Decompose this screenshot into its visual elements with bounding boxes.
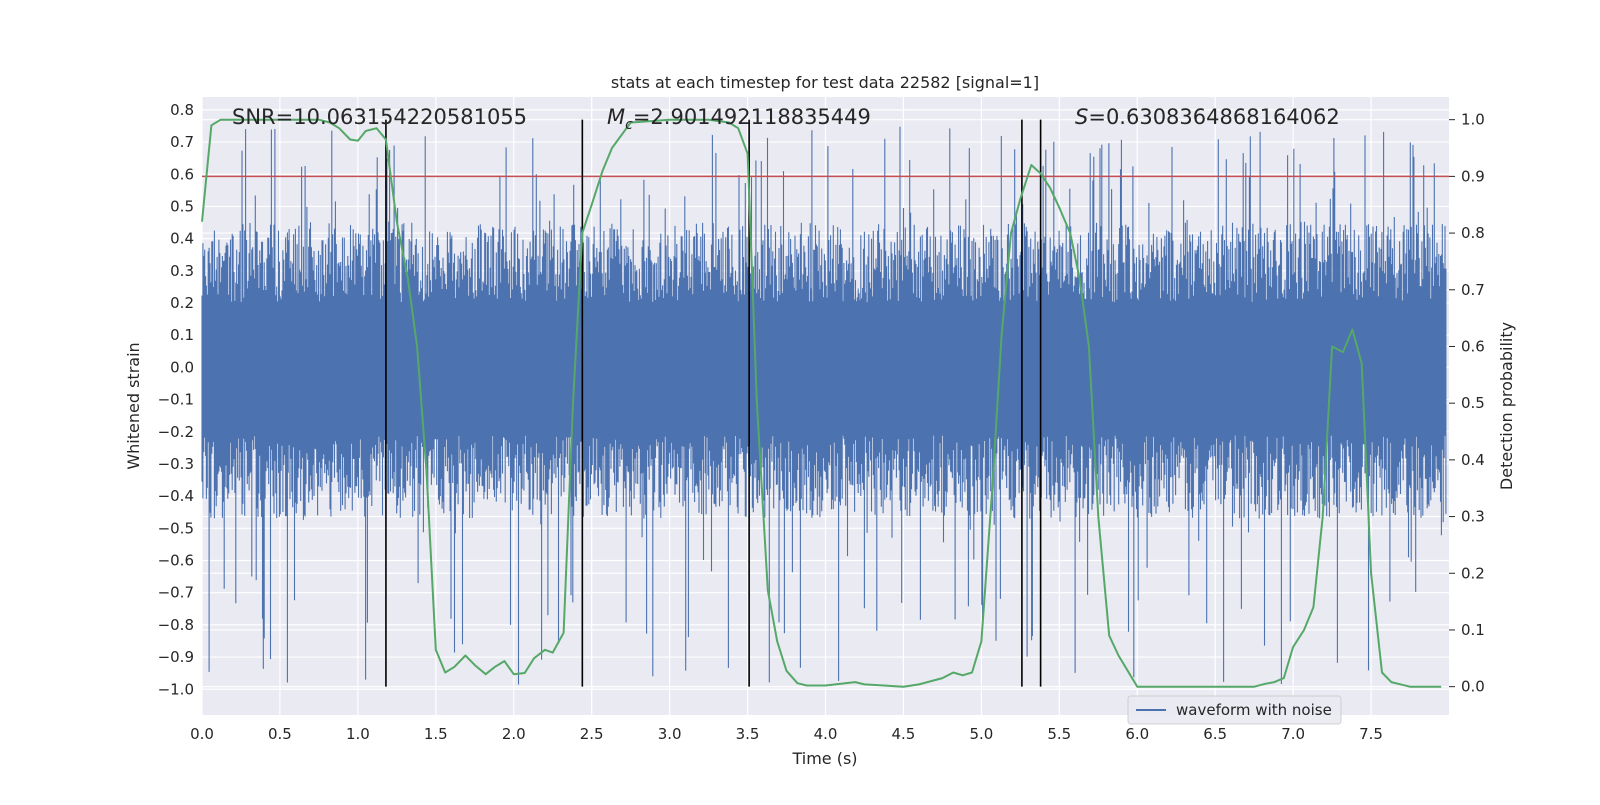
- s-symbol: S: [1075, 105, 1088, 129]
- y-left-tick-label: 0.8: [170, 101, 194, 119]
- y-left-tick-label: 0.5: [170, 197, 194, 215]
- snr-annotation: SNR=10.063154220581055: [232, 105, 527, 129]
- x-tick-label: 0.0: [190, 725, 214, 743]
- y-left-tick-label: −1.0: [158, 680, 194, 698]
- y-left-tick-label: −0.3: [158, 455, 194, 473]
- x-axis-ticks: 0.0 0.5 1.0 1.5 2.0 2.5 3.0 3.5 4.0 4.5 5.0 5.5 6.0 6…: [190, 725, 1383, 743]
- y-left-tick-label: −0.4: [158, 487, 194, 505]
- y-left-tick-label: 0.1: [170, 326, 194, 344]
- x-tick-label: 6.5: [1203, 725, 1227, 743]
- x-tick-label: 6.0: [1125, 725, 1149, 743]
- x-axis-label: Time (s): [791, 749, 857, 768]
- legend-box: [1127, 695, 1342, 725]
- y-left-tick-label: 0.7: [170, 133, 194, 151]
- y-left-tick-label: −0.2: [158, 423, 194, 441]
- y-left-tick-label: 0.3: [170, 262, 194, 280]
- waveform-series: [201, 126, 1447, 685]
- probability-series: [201, 118, 1442, 688]
- x-tick-label: 3.0: [658, 725, 682, 743]
- y-left-tick-label: −0.8: [158, 616, 194, 634]
- chirp-mass-symbol: M: [607, 105, 625, 129]
- y-left-tick-label: 0.0: [170, 358, 194, 376]
- x-tick-label: 3.5: [736, 725, 760, 743]
- y-right-tick-label: 1.0: [1461, 111, 1485, 129]
- left-axis-ticks: 0.8 0.7 0.6 0.5 0.4 0.3 0.2 0.1 0.0 −0.1 −0.2 −0.3 −…: [158, 101, 194, 698]
- legend-label: waveform with noise: [1176, 701, 1332, 719]
- x-tick-label: 7.0: [1281, 725, 1305, 743]
- chirp-mass-value: =2.901492118835449: [633, 105, 871, 129]
- x-tick-label: 2.0: [502, 725, 526, 743]
- right-axis-label: Detection probability: [1497, 322, 1516, 490]
- y-right-tick-label: 0.7: [1461, 281, 1485, 299]
- y-left-tick-label: −0.1: [158, 391, 194, 409]
- x-tick-label: 2.5: [580, 725, 604, 743]
- x-tick-label: 4.5: [892, 725, 916, 743]
- y-left-tick-label: 0.2: [170, 294, 194, 312]
- right-axis-ticks: 1.0 0.9 0.8 0.7 0.6 0.5 0.4 0.3 0.2 0.1 0.0: [1449, 111, 1485, 696]
- y-left-tick-label: −0.7: [158, 584, 194, 602]
- y-right-tick-label: 0.8: [1461, 224, 1485, 242]
- y-right-tick-label: 0.9: [1461, 167, 1485, 185]
- y-right-tick-label: 0.4: [1461, 451, 1485, 469]
- chirp-mass-annotation: Mc=2.901492118835449: [607, 105, 871, 133]
- left-axis-label: Whitened strain: [124, 342, 143, 469]
- chirp-mass-subscript: c: [625, 117, 633, 133]
- y-left-tick-label: −0.5: [158, 519, 194, 537]
- probability-line: [201, 118, 1442, 688]
- y-right-tick-label: 0.0: [1461, 678, 1485, 696]
- y-right-tick-label: 0.6: [1461, 337, 1485, 355]
- x-tick-label: 7.5: [1359, 725, 1383, 743]
- y-left-tick-label: 0.6: [170, 165, 194, 183]
- y-right-tick-label: 0.1: [1461, 621, 1485, 639]
- y-right-tick-label: 0.3: [1461, 508, 1485, 526]
- s-value: =0.6308364868164062: [1088, 105, 1339, 129]
- x-tick-label: 5.0: [969, 725, 993, 743]
- x-tick-label: 4.0: [814, 725, 838, 743]
- legend: waveform with noise: [1127, 695, 1342, 725]
- y-left-tick-label: −0.9: [158, 648, 194, 666]
- chart-title: stats at each timestep for test data 225…: [611, 73, 1039, 92]
- y-right-tick-label: 0.2: [1461, 564, 1485, 582]
- s-annotation: S=0.6308364868164062: [1075, 105, 1340, 129]
- y-left-tick-label: −0.6: [158, 552, 194, 570]
- y-right-tick-label: 0.5: [1461, 394, 1485, 412]
- x-tick-label: 5.5: [1047, 725, 1071, 743]
- x-tick-label: 0.5: [268, 725, 292, 743]
- x-tick-label: 1.5: [424, 725, 448, 743]
- x-tick-label: 1.0: [346, 725, 370, 743]
- y-left-tick-label: 0.4: [170, 230, 194, 248]
